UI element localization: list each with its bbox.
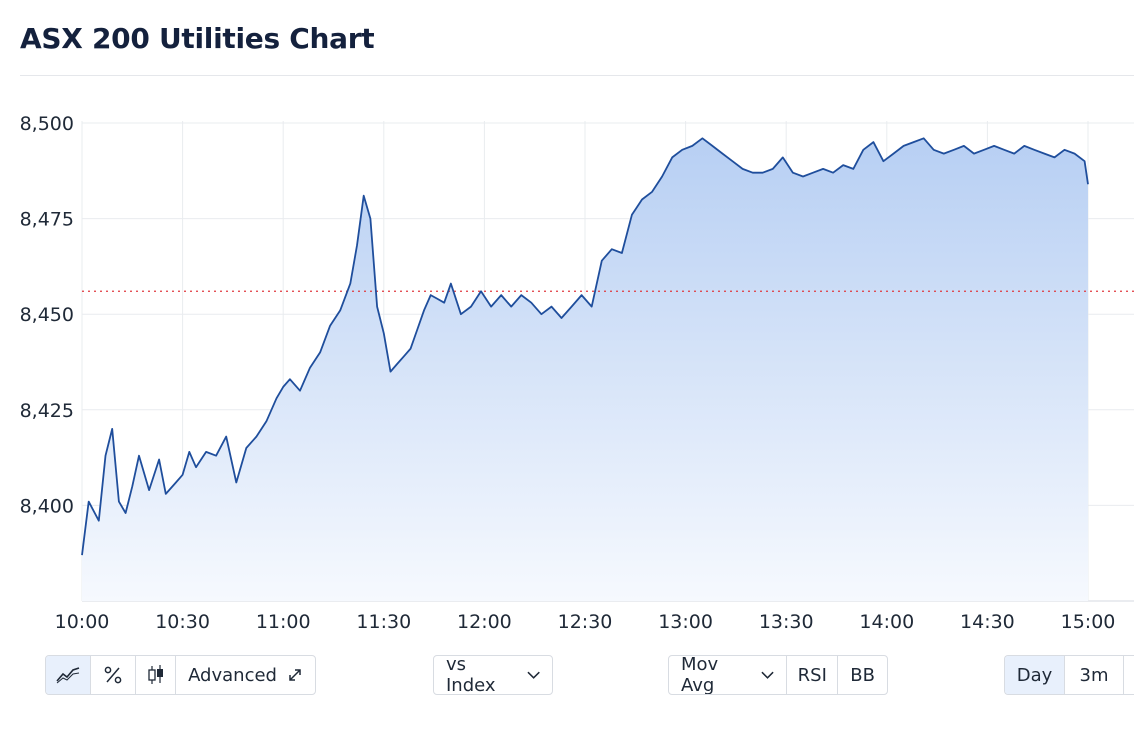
y-tick-label: 8,400 (20, 495, 74, 517)
x-tick-label: 10:30 (155, 611, 210, 633)
price-chart: 8,400 8,425 8,450 8,475 8,500 10:00 10:30 11:00… (20, 113, 1134, 633)
range-3m-label: 3m (1079, 664, 1109, 686)
compare-label: vs Index (446, 655, 496, 695)
range-day-button[interactable]: Day (1005, 656, 1065, 694)
title-divider (20, 75, 1134, 76)
x-tick-label: 12:30 (558, 611, 613, 633)
line-chart-icon (56, 667, 80, 684)
candlestick-icon (148, 665, 163, 684)
rsi-button[interactable]: RSI (787, 656, 839, 694)
chevron-down-icon (761, 671, 774, 679)
y-tick-label: 8,500 (20, 113, 74, 135)
indicator-group: Mov Avg RSI BB (668, 655, 888, 695)
x-tick-label: 13:00 (658, 611, 713, 633)
x-tick-label: 14:30 (960, 611, 1015, 633)
mov-avg-label: Mov Avg (681, 655, 719, 695)
chart-type-group: Advanced (45, 655, 316, 695)
percent-button[interactable] (91, 656, 137, 694)
expand-icon (289, 669, 301, 681)
y-tick-label: 8,475 (20, 209, 74, 231)
series-line (81, 137, 1089, 556)
compare-select[interactable]: vs Index (434, 656, 552, 694)
line-chart-button[interactable] (46, 656, 92, 694)
rsi-label: RSI (797, 664, 827, 686)
bb-button[interactable]: BB (838, 656, 887, 694)
percent-icon (104, 666, 122, 684)
chevron-down-icon (527, 671, 540, 679)
advanced-label: Advanced (188, 664, 277, 686)
x-tick-label: 13:30 (759, 611, 814, 633)
page-title: ASX 200 Utilities Chart (20, 22, 375, 55)
x-tick-label: 15:00 (1061, 611, 1116, 633)
y-tick-label: 8,425 (20, 400, 74, 422)
series-area (82, 138, 1088, 602)
compare-dropdown[interactable]: vs Index (433, 655, 553, 695)
range-day-label: Day (1016, 664, 1053, 686)
mov-avg-dropdown[interactable]: Mov Avg (669, 655, 788, 695)
range-3m-button[interactable]: 3m (1065, 656, 1124, 694)
range-group: Day 3m (1004, 655, 1134, 695)
y-tick-label: 8,450 (20, 304, 74, 326)
x-tick-label: 12:00 (457, 611, 512, 633)
candlestick-button[interactable] (136, 656, 177, 694)
x-tick-label: 10:00 (55, 611, 110, 633)
x-tick-label: 11:00 (256, 611, 311, 633)
bb-label: BB (850, 664, 875, 686)
x-tick-label: 14:00 (859, 611, 914, 633)
x-tick-label: 11:30 (356, 611, 411, 633)
advanced-button[interactable]: Advanced (176, 656, 315, 694)
